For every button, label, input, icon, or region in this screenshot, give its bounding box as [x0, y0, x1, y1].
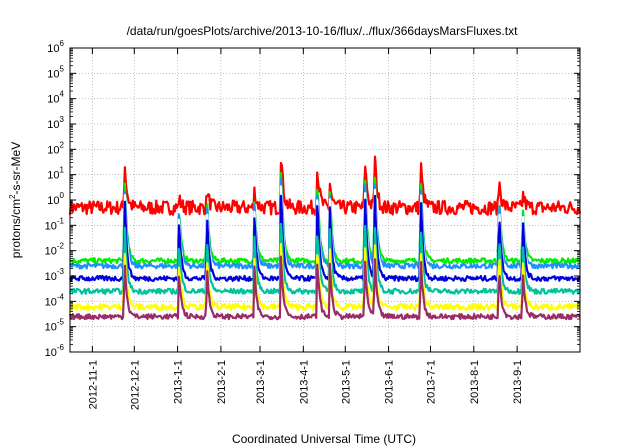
series-group — [68, 155, 582, 321]
y-tick-label: 102 — [47, 140, 64, 156]
x-tick-label: 2013-4-1 — [298, 360, 310, 404]
y-tick-label: 10-1 — [45, 216, 65, 232]
series-line — [69, 171, 581, 265]
x-tick-label: 2013-1-1 — [173, 360, 185, 404]
y-tick-label: 101 — [47, 166, 64, 182]
x-tick-label: 2012-11-1 — [87, 360, 99, 409]
x-tick-label: 2013-8-1 — [469, 360, 481, 404]
y-tick-label: 104 — [47, 90, 64, 106]
y-tick-label: 10-2 — [45, 242, 65, 258]
series-line — [68, 155, 582, 216]
x-tick-label: 2013-5-1 — [340, 360, 352, 404]
series-line — [68, 243, 581, 312]
x-axis-ticks: 2012-11-1 2012-12-1 2013-1-1 2013-2-1 2013-3… — [87, 48, 524, 410]
x-tick-label: 2013-3-1 — [255, 360, 267, 404]
series-line — [68, 194, 581, 283]
y-tick-label: 10-4 — [45, 292, 65, 308]
x-tick-label: 2013-6-1 — [384, 360, 396, 404]
y-tick-label: 100 — [47, 191, 64, 207]
chart-title: /data/run/goesPlots/archive/2013-10-16/f… — [127, 24, 519, 38]
y-tick-label: 10-5 — [45, 318, 65, 334]
series-line — [69, 185, 581, 276]
series-line — [69, 177, 581, 270]
x-axis-label: Coordinated Universal Time (UTC) — [232, 432, 416, 446]
x-tick-label: 2013-2-1 — [216, 360, 228, 404]
x-tick-label: 2013-9-1 — [512, 360, 524, 404]
series-line — [68, 222, 581, 295]
y-tick-label: 10-3 — [45, 267, 65, 283]
x-tick-label: 2013-7-1 — [425, 360, 437, 404]
y-tick-label: 10-6 — [45, 343, 65, 359]
grid-lines — [70, 48, 580, 352]
y-tick-label: 103 — [47, 115, 64, 131]
y-tick-label: 105 — [47, 64, 64, 80]
series-line — [68, 255, 581, 321]
y-axis-label: protons/cm2-s-sr-MeV — [8, 142, 23, 258]
y-axis-ticks: 10-6 10-5 10-4 10-3 10-2 10-1 100 101 102 103 104 1… — [45, 39, 580, 359]
x-tick-label: 2012-12-1 — [129, 360, 141, 410]
y-tick-label: 106 — [47, 39, 64, 55]
